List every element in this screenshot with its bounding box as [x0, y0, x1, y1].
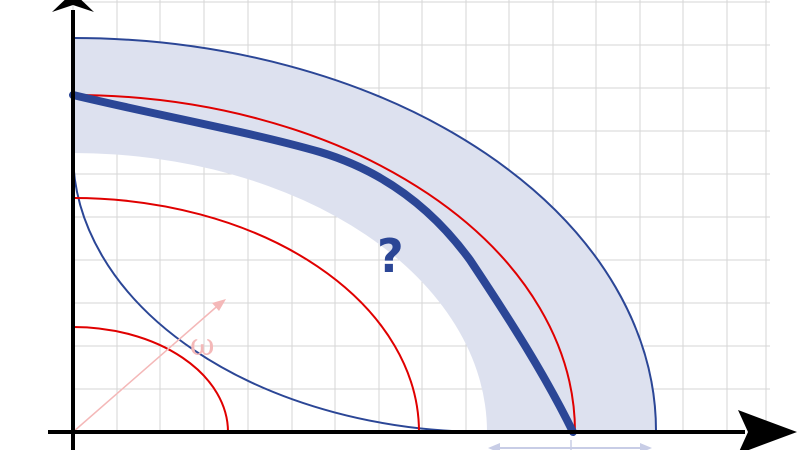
red-arc-large — [72, 94, 576, 433]
omega-label: ω — [190, 328, 214, 363]
y-axis-arrow-icon — [52, 0, 94, 12]
question-mark-label: ? — [377, 229, 404, 283]
width-indicator-icon — [488, 440, 652, 450]
omega-arrow-icon — [72, 299, 226, 433]
estimate-curve — [69, 91, 577, 436]
y-axis — [52, 0, 94, 450]
x-axis — [48, 410, 797, 450]
band-inner-edge — [72, 152, 488, 433]
red-arc-small — [72, 326, 229, 433]
x-axis-arrow-icon — [738, 410, 797, 450]
uncertainty-band — [73, 38, 657, 432]
red-arc-medium — [72, 197, 420, 433]
band-outer-edge — [72, 37, 658, 433]
